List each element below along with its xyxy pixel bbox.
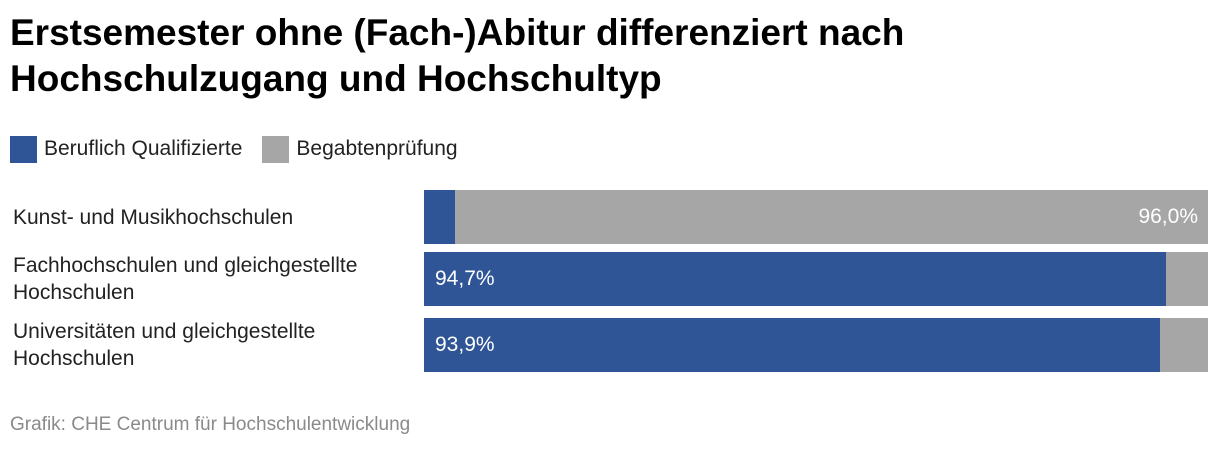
bar-begabten xyxy=(455,190,1208,244)
category-label: Fachhochschulen und gleichgestellte Hoch… xyxy=(13,254,358,304)
legend-item-beruflich: Beruflich Qualifizierte xyxy=(10,135,243,163)
legend: Beruflich Qualifizierte Begabtenprüfung xyxy=(10,135,478,163)
data-label: 94,7% xyxy=(435,267,495,290)
bar-beruflich xyxy=(424,318,1160,372)
category-label: Universitäten und gleichgestellte Hochsc… xyxy=(13,320,316,370)
source-credit: Grafik: CHE Centrum für Hochschulentwick… xyxy=(10,414,411,435)
data-label: 96,0% xyxy=(1138,205,1198,228)
bar-beruflich xyxy=(424,252,1166,306)
bar-begabten xyxy=(1166,252,1208,306)
data-label: 93,9% xyxy=(435,333,495,356)
category-label: Kunst- und Musikhochschulen xyxy=(13,205,294,229)
legend-item-begabten: Begabtenprüfung xyxy=(262,135,458,163)
legend-label-beruflich: Beruflich Qualifizierte xyxy=(44,137,243,160)
bar-begabten xyxy=(1160,318,1208,372)
chart-title: Erstsemester ohne (Fach-)Abitur differen… xyxy=(10,12,905,99)
legend-swatch-begabten xyxy=(262,135,290,163)
legend-swatch-beruflich xyxy=(10,135,37,163)
legend-label-begabten: Begabtenprüfung xyxy=(296,137,458,160)
bar-beruflich xyxy=(424,190,455,244)
